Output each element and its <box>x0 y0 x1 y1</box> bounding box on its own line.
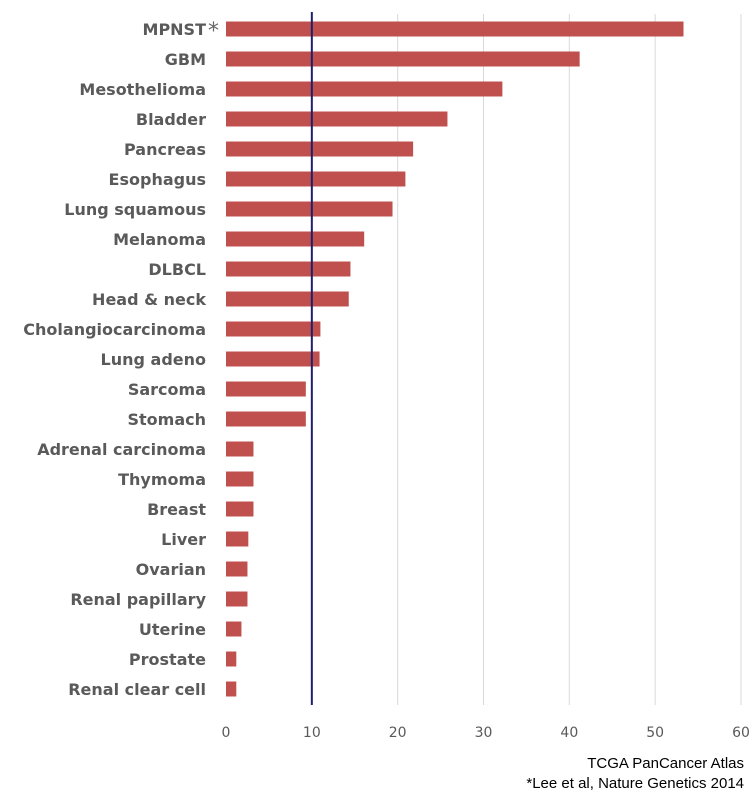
category-label-11: Lung adeno <box>101 350 206 369</box>
bar-17 <box>226 531 249 547</box>
bar-7 <box>226 231 365 247</box>
bar-19 <box>226 591 248 607</box>
category-label-9: Head & neck <box>92 290 206 309</box>
bar-5 <box>226 171 406 187</box>
bar-16 <box>226 501 254 517</box>
bar-4 <box>226 141 414 157</box>
category-label-21: Prostate <box>129 650 206 669</box>
x-tick-label-30: 30 <box>475 725 493 741</box>
category-label-20: Uterine <box>139 620 206 639</box>
category-label-6: Lung squamous <box>64 200 206 219</box>
citation-caption: *Lee et al, Nature Genetics 2014 <box>526 775 744 792</box>
x-tick-label-0: 0 <box>222 725 231 741</box>
category-label-1: GBM <box>165 50 206 69</box>
category-labels: MPNST *GBM Mesothelioma Bladder Pancreas Esop… <box>23 19 219 699</box>
x-tick-label-20: 20 <box>389 725 407 741</box>
category-label-3: Bladder <box>136 110 206 129</box>
source-caption: TCGA PanCancer Atlas <box>587 755 744 772</box>
category-label-10: Cholangiocarcinoma <box>23 320 206 339</box>
category-label-7: Melanoma <box>113 230 206 249</box>
category-label-19: Renal papillary <box>70 590 206 609</box>
category-label-16: Breast <box>147 500 206 519</box>
bar-15 <box>226 471 254 487</box>
bar-1 <box>226 51 580 67</box>
bar-21 <box>226 651 237 667</box>
x-tick-labels: 0 10 20 30 40 50 60 <box>222 725 750 741</box>
bar-13 <box>226 411 306 427</box>
category-label-8: DLBCL <box>148 260 206 279</box>
bar-9 <box>226 291 349 307</box>
category-label-15: Thymoma <box>118 470 206 489</box>
x-tick-label-50: 50 <box>646 725 664 741</box>
bar-0 <box>226 21 684 37</box>
category-label-17: Liver <box>161 530 206 549</box>
bar-11 <box>226 351 320 367</box>
bar-20 <box>226 621 242 637</box>
bar-18 <box>226 561 248 577</box>
bar-3 <box>226 111 448 127</box>
category-label-18: Ovarian <box>136 560 206 579</box>
bar-6 <box>226 201 393 217</box>
x-tick-label-10: 10 <box>303 725 321 741</box>
category-label-22: Renal clear cell <box>68 680 206 699</box>
asterisk-mark: * <box>208 19 219 44</box>
category-label-12: Sarcoma <box>128 380 206 399</box>
category-label-0: MPNST <box>143 20 207 39</box>
bar-22 <box>226 681 237 697</box>
category-label-14: Adrenal carcinoma <box>37 440 206 459</box>
bar-10 <box>226 321 321 337</box>
bar-8 <box>226 261 351 277</box>
bar-12 <box>226 381 306 397</box>
category-label-4: Pancreas <box>124 140 206 159</box>
bar-2 <box>226 81 503 97</box>
bar-chart: MPNST *GBM Mesothelioma Bladder Pancreas Esop… <box>23 12 750 741</box>
bar-14 <box>226 441 254 457</box>
category-label-5: Esophagus <box>109 170 206 189</box>
bars <box>226 21 684 697</box>
category-label-2: Mesothelioma <box>79 80 206 99</box>
category-label-13: Stomach <box>127 410 206 429</box>
x-tick-label-60: 60 <box>732 725 750 741</box>
x-tick-label-40: 40 <box>560 725 578 741</box>
